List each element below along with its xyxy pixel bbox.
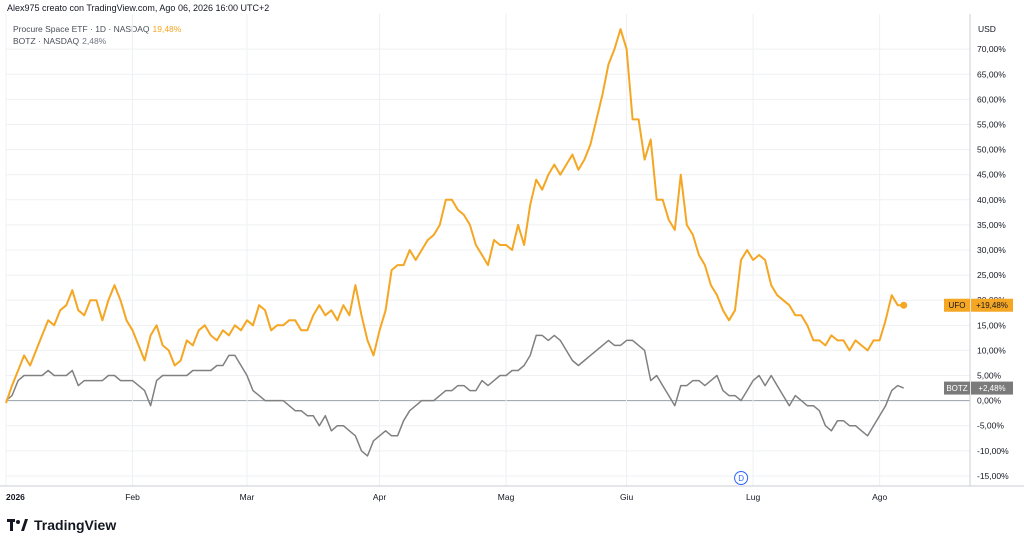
legend-botz-value: 2,48% (82, 36, 107, 46)
y-tick-label: 65,00% (977, 69, 1006, 79)
legend-ufo[interactable]: Procure Space ETF · 1D · NASDAQ 19,48% (13, 23, 181, 35)
tradingview-logo-icon (7, 519, 28, 531)
x-tick-label: Ago (872, 492, 887, 502)
dividend-marker-label: D (738, 474, 744, 483)
y-tick-label: 30,00% (977, 245, 1006, 255)
chart-attribution: Alex975 creato con TradingView.com, Ago … (7, 3, 270, 13)
x-tick-label: Lug (746, 492, 760, 502)
y-tick-label: 40,00% (977, 195, 1006, 205)
price-badge-ufo[interactable]: UFO +19,48% (944, 298, 1013, 312)
badge-ticker: BOTZ (946, 384, 967, 393)
badge-ticker-bg (944, 298, 970, 312)
x-tick-label: Mar (240, 492, 255, 502)
y-tick-label: 50,00% (977, 145, 1006, 155)
y-tick-label: 10,00% (977, 345, 1006, 355)
y-tick-label: -10,00% (977, 446, 1009, 456)
series-line-botz[interactable] (5, 334, 904, 457)
badge-ticker: UFO (949, 301, 966, 310)
legend-botz-label: BOTZ · NASDAQ (13, 36, 80, 46)
badge-value: +2,48% (978, 384, 1005, 393)
badge-value-bg (971, 298, 1013, 312)
badge-ticker-bg (944, 381, 970, 395)
y-tick-label: -15,00% (977, 471, 1009, 481)
currency-label: USD (978, 24, 996, 34)
y-tick-label: 60,00% (977, 94, 1006, 104)
series-line-ufo[interactable] (5, 28, 904, 404)
tradingview-logo-text: TradingView (34, 517, 117, 533)
x-tick-label: Feb (125, 492, 140, 502)
x-tick-label: 2026 (6, 492, 25, 502)
x-tick-label: Mag (498, 492, 515, 502)
price-badge-botz[interactable]: BOTZ +2,48% (944, 381, 1013, 395)
y-tick-label: 45,00% (977, 170, 1006, 180)
badge-value-bg (971, 381, 1013, 395)
x-tick-label: Apr (373, 492, 386, 502)
legend-ufo-value: 19,48% (152, 24, 182, 34)
y-tick-label: 55,00% (977, 119, 1006, 129)
y-tick-label: 15,00% (977, 320, 1006, 330)
dividend-marker-icon[interactable] (734, 471, 749, 485)
tradingview-logo[interactable]: TradingView (7, 517, 116, 533)
legend-ufo-label: Procure Space ETF · 1D · NASDAQ (13, 24, 150, 34)
y-tick-label: 35,00% (977, 220, 1006, 230)
y-tick-label: 70,00% (977, 44, 1006, 54)
y-tick-label: -5,00% (977, 421, 1004, 431)
badge-value: +19,48% (976, 301, 1008, 310)
ufo-last-point (900, 301, 908, 309)
y-tick-label: 5,00% (977, 371, 1002, 381)
y-tick-label: 25,00% (977, 270, 1006, 280)
legend-botz[interactable]: BOTZ · NASDAQ 2,48% (13, 35, 181, 47)
x-tick-label: Giu (620, 492, 634, 502)
legend: Procure Space ETF · 1D · NASDAQ 19,48% BO… (13, 23, 181, 47)
y-tick-label: 0,00% (977, 396, 1002, 406)
